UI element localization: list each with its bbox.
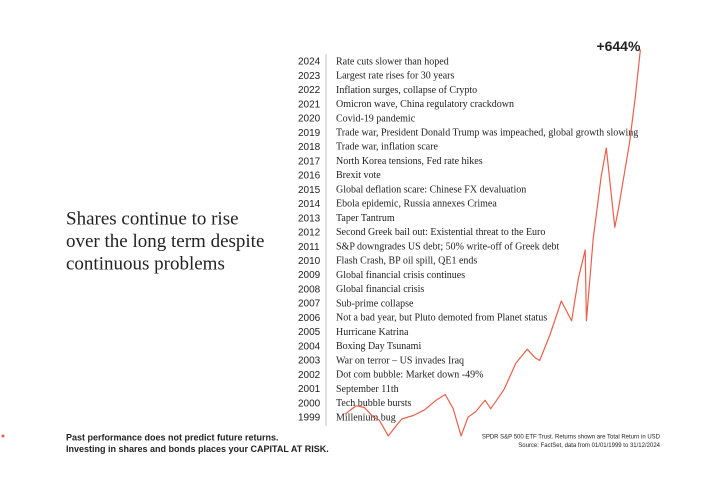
event-text: Taper Tantrum xyxy=(336,213,395,224)
event-year: 2011 xyxy=(298,242,320,253)
event-year: 2019 xyxy=(298,128,321,139)
event-text: Covid-19 pandemic xyxy=(336,113,416,124)
source-note: SPDR S&P 500 ETF Trust. Returns shown ar… xyxy=(482,435,661,441)
event-text: Global deflation scare: Chinese FX deval… xyxy=(336,184,526,195)
event-year: 2023 xyxy=(298,71,321,82)
event-year: 2024 xyxy=(298,57,321,68)
event-year: 2020 xyxy=(298,114,321,125)
event-text: Trade war, inflation scare xyxy=(336,142,439,153)
event-year: 2016 xyxy=(298,171,321,182)
source-note: Source: FactSet, data from 01/01/1999 to… xyxy=(518,443,660,449)
event-text: Millenium bug xyxy=(336,412,396,423)
event-text: Largest rate rises for 30 years xyxy=(336,71,454,82)
event-year: 2006 xyxy=(298,313,321,324)
event-text: Boxing Day Tsunami xyxy=(336,341,421,352)
event-text: Tech bubble bursts xyxy=(336,398,412,409)
event-year: 2001 xyxy=(298,384,321,395)
event-year: 2013 xyxy=(298,213,321,224)
event-text: Brexit vote xyxy=(336,170,381,181)
event-text: North Korea tensions, Fed rate hikes xyxy=(336,156,483,167)
headline: over the long term despite xyxy=(66,231,264,252)
event-text: Not a bad year, but Pluto demoted from P… xyxy=(336,313,547,324)
event-year: 2003 xyxy=(298,356,321,367)
event-text: Global financial crisis xyxy=(336,284,424,295)
event-text: Dot com bubble: Market down -49% xyxy=(336,370,483,381)
headline: Shares continue to rise xyxy=(66,208,239,229)
event-year: 2012 xyxy=(298,228,321,239)
event-text: Flash Crash, BP oil spill, QE1 ends xyxy=(336,256,477,267)
event-text: Omicron wave, China regulatory crackdown xyxy=(336,99,514,110)
return-line xyxy=(344,49,641,437)
event-year: 2017 xyxy=(298,156,321,167)
event-year: 2002 xyxy=(298,370,321,381)
event-year: 2021 xyxy=(298,99,321,110)
event-year: 2009 xyxy=(298,270,321,281)
event-text: Inflation surges, collapse of Crypto xyxy=(336,85,477,96)
event-text: Rate cuts slower than hoped xyxy=(336,56,449,67)
event-year: 2015 xyxy=(298,185,321,196)
event-year: 2022 xyxy=(298,85,321,96)
event-text: Sub-prime collapse xyxy=(336,298,414,309)
event-year: 2010 xyxy=(298,256,321,267)
disclaimer: Past performance does not predict future… xyxy=(66,432,279,442)
headline: continuous problems xyxy=(66,253,225,274)
event-text: Trade war, President Donald Trump was im… xyxy=(336,127,638,138)
event-text: Hurricane Katrina xyxy=(336,327,409,338)
event-text: S&P downgrades US debt; 50% write-off of… xyxy=(336,241,560,252)
dot xyxy=(1,434,5,438)
event-year: 2008 xyxy=(298,284,321,295)
disclaimer: Investing in shares and bonds places you… xyxy=(66,444,329,454)
event-year: 2014 xyxy=(298,199,321,210)
event-text: War on terror – US invades Iraq xyxy=(336,355,464,366)
event-text: Ebola epidemic, Russia annexes Crimea xyxy=(336,199,497,210)
value-label: +644% xyxy=(596,38,641,54)
event-year: 2005 xyxy=(298,327,321,338)
event-text: Second Greek bail out: Existential threa… xyxy=(336,227,545,238)
event-year: 2000 xyxy=(298,398,321,409)
event-text: Global financial crisis continues xyxy=(336,270,465,281)
event-year: 1999 xyxy=(298,413,321,424)
event-year: 2004 xyxy=(298,341,321,352)
event-text: September 11th xyxy=(336,384,399,395)
event-year: 2018 xyxy=(298,142,321,153)
event-year: 2007 xyxy=(298,299,321,310)
